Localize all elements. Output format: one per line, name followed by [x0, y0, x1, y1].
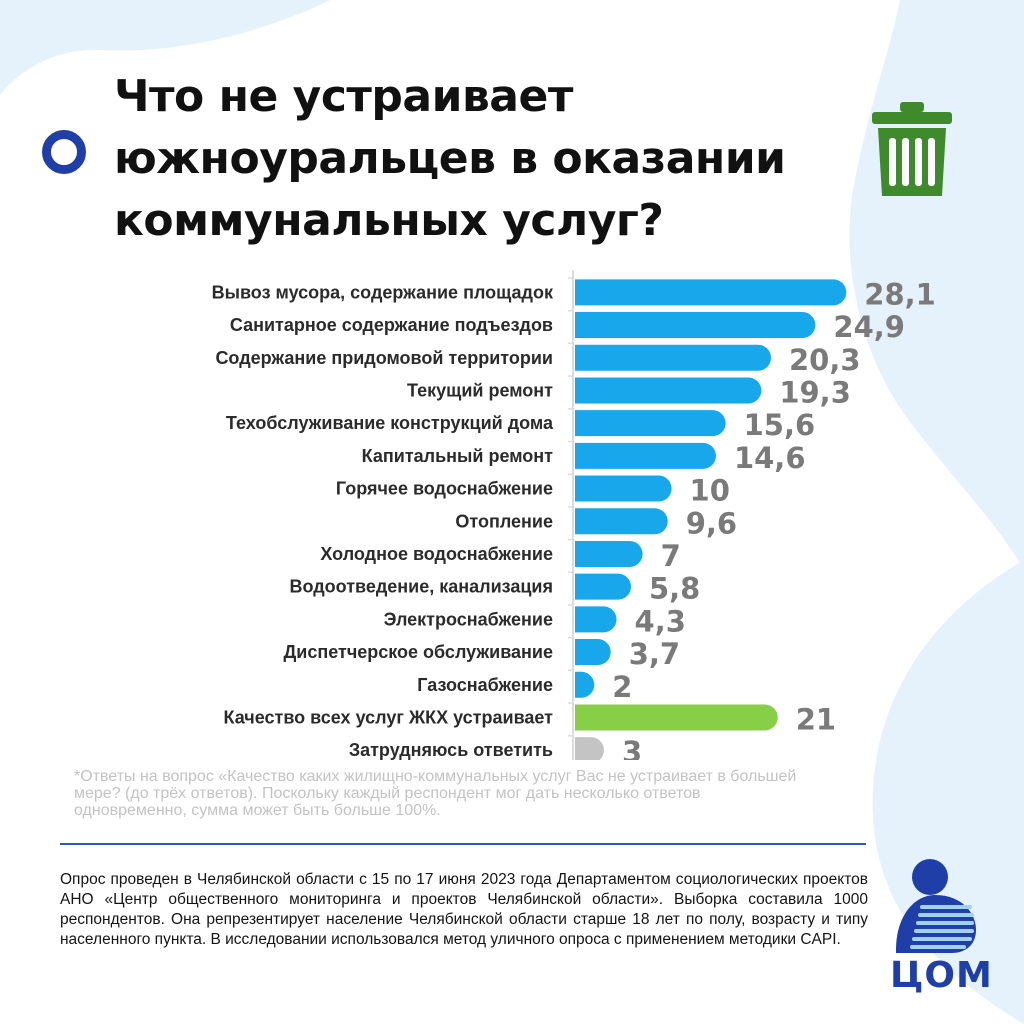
- bar: [575, 312, 816, 339]
- value-label: 20,3: [789, 343, 861, 377]
- value-label: 9,6: [686, 506, 737, 540]
- value-label: 24,9: [833, 310, 905, 344]
- category-label: Санитарное содержание подъездов: [230, 315, 553, 335]
- value-label: 14,6: [734, 441, 806, 475]
- category-label: Водоотведение, канализация: [289, 577, 553, 597]
- value-label: 15,6: [744, 408, 816, 442]
- methodology-text: Опрос проведен в Челябинской области с 1…: [60, 871, 868, 948]
- value-label: 3,7: [629, 637, 680, 671]
- logo-text: ЦОМ: [890, 955, 993, 996]
- logo-mark-icon: [896, 859, 976, 953]
- category-label: Вывоз мусора, содержание площадок: [212, 282, 554, 302]
- value-label: 7: [661, 539, 681, 573]
- bar: [575, 606, 617, 633]
- bar: [575, 573, 631, 600]
- value-label: 21: [796, 702, 836, 736]
- category-label: Холодное водоснабжение: [320, 544, 553, 564]
- bar: [575, 671, 595, 698]
- bar: [575, 475, 672, 502]
- page-title: Что не устраивает южноуральцев в оказани…: [114, 71, 786, 246]
- footnote: *Ответы на вопрос «Качество каких жилищн…: [74, 768, 797, 819]
- category-label: Горячее водоснабжение: [336, 479, 553, 499]
- category-label: Текущий ремонт: [407, 380, 553, 400]
- category-label: Техобслуживание конструкций дома: [226, 413, 554, 433]
- bar: [575, 410, 726, 437]
- value-label: 4,3: [635, 604, 686, 638]
- value-label: 5,8: [649, 572, 700, 606]
- bar: [575, 279, 847, 306]
- bar: [575, 442, 716, 469]
- category-label: Диспетчерское обслуживание: [283, 642, 553, 662]
- value-label: 2: [612, 670, 632, 704]
- category-label: Содержание придомовой территории: [215, 348, 553, 368]
- bar: [575, 540, 643, 567]
- value-label: 19,3: [779, 375, 851, 409]
- value-label: 28,1: [864, 277, 936, 311]
- value-label: 3: [622, 735, 642, 760]
- category-label: Отопление: [455, 511, 553, 531]
- trash-can-icon: [872, 102, 952, 196]
- category-label: Капитальный ремонт: [362, 446, 554, 466]
- divider: [60, 843, 866, 845]
- value-label: 10: [690, 474, 730, 508]
- category-label: Затрудняюсь ответить: [349, 740, 553, 760]
- bar: [575, 704, 778, 731]
- bar: [575, 344, 771, 371]
- ring-bullet-icon: [42, 130, 86, 174]
- bar-chart: Вывоз мусора, содержание площадок 28,1 Сан…: [212, 270, 936, 760]
- bar: [575, 639, 611, 666]
- bar: [575, 377, 762, 404]
- category-label: Электроснабжение: [384, 609, 553, 629]
- category-label: Качество всех услуг ЖКХ устраивает: [224, 707, 554, 727]
- tsom-logo: ЦОМ: [890, 855, 993, 996]
- category-label: Газоснабжение: [417, 675, 553, 695]
- bar: [575, 508, 668, 535]
- bar: [575, 737, 604, 760]
